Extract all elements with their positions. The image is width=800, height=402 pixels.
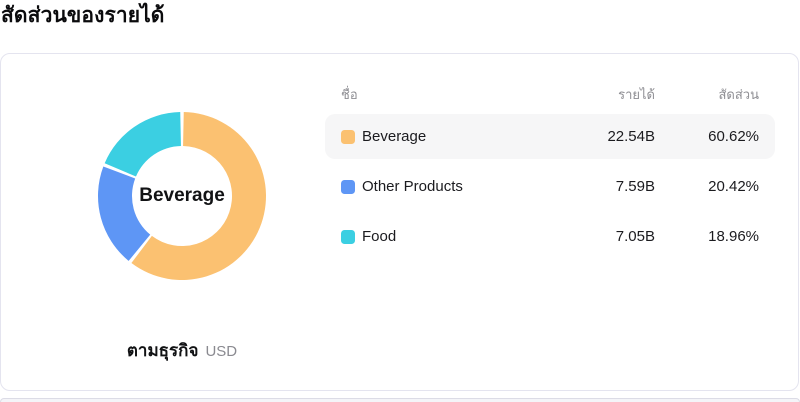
table-header-row: ชื่อ รายได้ สัดส่วน (325, 79, 775, 109)
donut-slice-beverage[interactable] (131, 112, 266, 281)
row-name: Food (362, 228, 397, 245)
table-row[interactable]: Other Products 7.59B 20.42% (325, 164, 775, 209)
revenue-breakdown-card: Beverage ตามธุรกิจ USD ชื่อ รายได้ สัดส่ว… (0, 53, 799, 391)
row-revenue: 7.59B (615, 178, 655, 195)
row-share: 60.62% (708, 128, 759, 145)
legend-table: ชื่อ รายได้ สัดส่วน Beverage 22.54B 60.6… (325, 79, 775, 259)
series-color-swatch (341, 179, 355, 194)
table-row[interactable]: Beverage 22.54B 60.62% (325, 114, 775, 159)
row-share: 18.96% (708, 228, 759, 245)
table-row[interactable]: Food 7.05B 18.96% (325, 214, 775, 259)
page-title: สัดส่วนของรายได้ (1, 4, 165, 27)
donut-slice-food[interactable] (104, 112, 181, 177)
donut-chart-container: Beverage (97, 111, 267, 281)
column-header-share: สัดส่วน (718, 86, 760, 102)
caption-label: ตามธุรกิจ (126, 341, 199, 360)
donut-chart[interactable] (97, 111, 267, 281)
chart-caption: ตามธุรกิจ USD (12, 337, 352, 364)
column-header-name: ชื่อ (341, 86, 358, 102)
series-color-swatch (341, 229, 355, 244)
caption-unit: USD (205, 343, 238, 360)
row-name: Other Products (362, 178, 463, 195)
series-color-swatch (341, 129, 355, 144)
row-revenue: 7.05B (615, 228, 655, 245)
row-name: Beverage (362, 128, 427, 145)
donut-slice-other-products[interactable] (97, 166, 151, 261)
bottom-divider (0, 398, 800, 402)
table-body: Beverage 22.54B 60.62% Other Products 7.… (325, 114, 775, 259)
column-header-revenue: รายได้ (618, 86, 655, 102)
row-share: 20.42% (708, 178, 759, 195)
row-revenue: 22.54B (607, 128, 655, 145)
